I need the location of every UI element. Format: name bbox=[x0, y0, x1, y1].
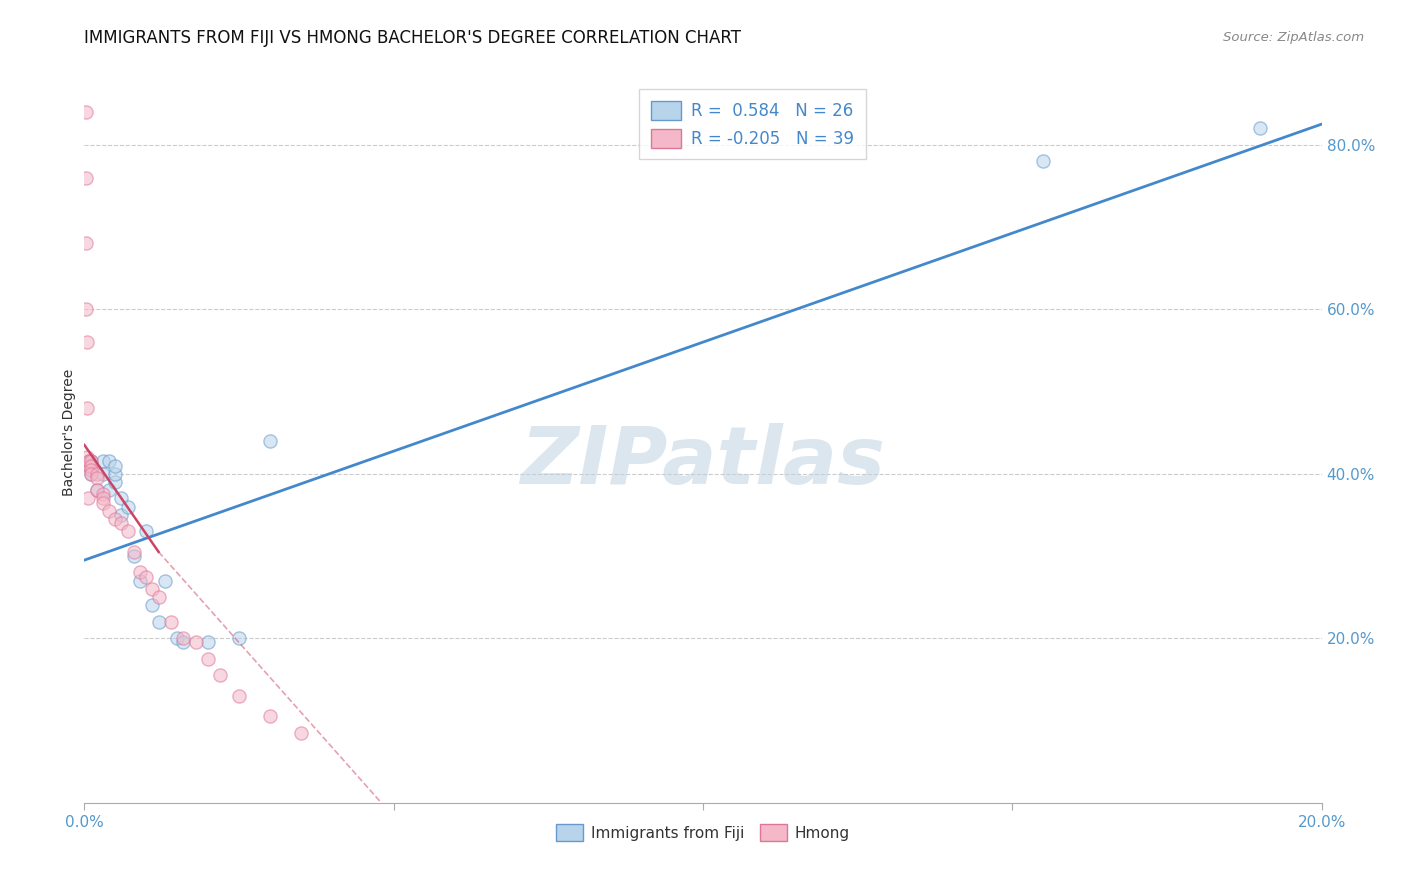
Legend: Immigrants from Fiji, Hmong: Immigrants from Fiji, Hmong bbox=[550, 818, 856, 847]
Point bbox=[135, 524, 157, 539]
Point bbox=[91, 467, 114, 481]
Point bbox=[184, 635, 207, 649]
Point bbox=[91, 454, 114, 468]
Point bbox=[77, 491, 100, 506]
Point bbox=[75, 236, 97, 251]
Point bbox=[77, 458, 100, 473]
Point bbox=[91, 491, 114, 506]
Point bbox=[197, 652, 219, 666]
Point bbox=[76, 450, 98, 465]
Point bbox=[76, 401, 98, 415]
Point bbox=[129, 574, 152, 588]
Point bbox=[197, 635, 219, 649]
Point bbox=[91, 487, 114, 501]
Text: IMMIGRANTS FROM FIJI VS HMONG BACHELOR'S DEGREE CORRELATION CHART: IMMIGRANTS FROM FIJI VS HMONG BACHELOR'S… bbox=[84, 29, 741, 47]
Text: ZIPatlas: ZIPatlas bbox=[520, 423, 886, 501]
Point bbox=[79, 454, 101, 468]
Point bbox=[1032, 154, 1054, 169]
Point bbox=[98, 504, 121, 518]
Point bbox=[148, 590, 170, 604]
Point bbox=[98, 454, 121, 468]
Point bbox=[129, 566, 152, 580]
Point bbox=[98, 483, 121, 498]
Point bbox=[166, 632, 188, 646]
Point bbox=[75, 302, 97, 317]
Point bbox=[228, 689, 250, 703]
Point bbox=[141, 599, 163, 613]
Point bbox=[79, 462, 101, 476]
Point bbox=[86, 483, 108, 498]
Point bbox=[79, 454, 101, 468]
Point bbox=[75, 104, 97, 119]
Point bbox=[148, 615, 170, 629]
Point bbox=[110, 491, 132, 506]
Point bbox=[79, 458, 101, 473]
Point bbox=[209, 668, 232, 682]
Point bbox=[79, 467, 101, 481]
Point bbox=[110, 516, 132, 530]
Point bbox=[160, 615, 183, 629]
Point bbox=[79, 467, 101, 481]
Point bbox=[141, 582, 163, 596]
Point bbox=[122, 545, 145, 559]
Point bbox=[122, 549, 145, 563]
Point bbox=[290, 726, 312, 740]
Point bbox=[104, 458, 127, 473]
Point bbox=[259, 434, 281, 448]
Point bbox=[117, 524, 139, 539]
Point bbox=[172, 632, 194, 646]
Point bbox=[117, 500, 139, 514]
Point bbox=[228, 632, 250, 646]
Point bbox=[91, 495, 114, 509]
Point bbox=[79, 454, 101, 468]
Point bbox=[153, 574, 176, 588]
Text: Source: ZipAtlas.com: Source: ZipAtlas.com bbox=[1223, 31, 1364, 45]
Point bbox=[259, 709, 281, 723]
Point bbox=[76, 335, 98, 350]
Point bbox=[104, 475, 127, 489]
Y-axis label: Bachelor's Degree: Bachelor's Degree bbox=[62, 369, 76, 496]
Point bbox=[110, 508, 132, 522]
Point bbox=[86, 467, 108, 481]
Point bbox=[77, 458, 100, 473]
Point bbox=[86, 471, 108, 485]
Point bbox=[172, 635, 194, 649]
Point bbox=[135, 569, 157, 583]
Point bbox=[77, 454, 100, 468]
Point bbox=[104, 467, 127, 481]
Point bbox=[75, 170, 97, 185]
Point bbox=[1249, 121, 1271, 136]
Point bbox=[104, 512, 127, 526]
Point bbox=[86, 483, 108, 498]
